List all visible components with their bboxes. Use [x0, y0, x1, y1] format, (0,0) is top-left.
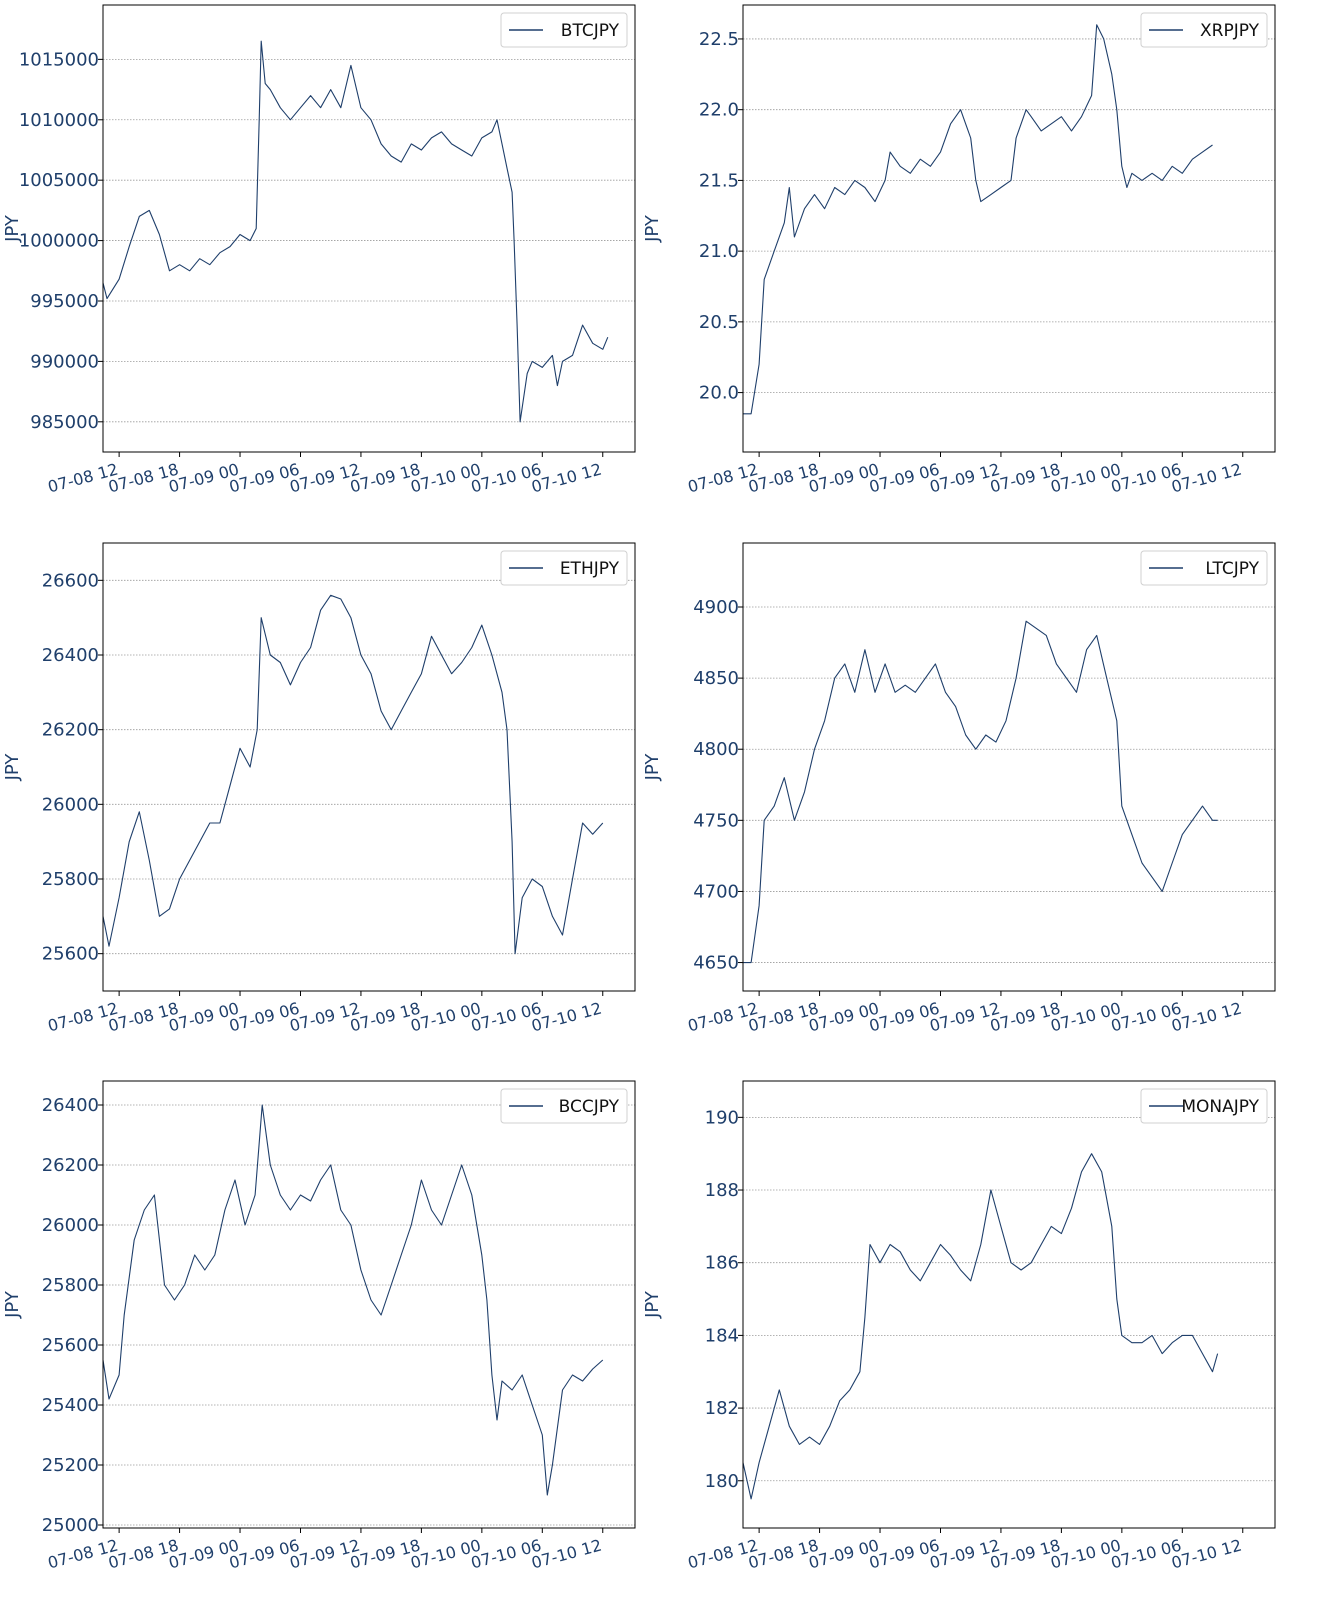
y-axis-label: JPY: [2, 1290, 23, 1319]
legend-box: [1140, 550, 1268, 586]
x-tick-label: 07-10 12: [529, 460, 603, 497]
y-tick-label: 25000: [42, 1515, 99, 1536]
y-tick-label: 4700: [693, 881, 739, 902]
y-axis-label: JPY: [642, 753, 663, 782]
y-tick-label: 22.0: [699, 100, 739, 121]
series-line-bccjpy: [102, 1104, 604, 1496]
x-tick-label: 07-10 12: [529, 999, 603, 1036]
legend-label: MONAJPY: [1181, 1097, 1259, 1117]
y-tick-label: 4800: [693, 739, 739, 760]
series-line-ltcjpy: [743, 620, 1218, 964]
y-tick-label: 25200: [42, 1455, 99, 1476]
y-tick-label: 180: [705, 1471, 739, 1492]
x-tick-label: 07-10 12: [1169, 1536, 1243, 1573]
legend-box: [500, 12, 628, 48]
y-tick-label: 990000: [30, 351, 99, 372]
legend-box: [500, 550, 628, 586]
y-tick-label: 25600: [42, 1335, 99, 1356]
y-tick-label: 25400: [42, 1395, 99, 1416]
y-tick-label: 26200: [42, 1155, 99, 1176]
plot-frame: [742, 542, 1276, 992]
legend-box: [1140, 12, 1268, 48]
legend-box: [500, 1088, 628, 1124]
y-tick-label: 985000: [30, 412, 99, 433]
y-tick-label: 21.5: [699, 170, 739, 191]
y-tick-label: 188: [705, 1180, 739, 1201]
legend-box: [1140, 1088, 1268, 1124]
y-axis-label: JPY: [2, 753, 23, 782]
y-tick-label: 184: [705, 1325, 739, 1346]
y-tick-label: 21.0: [699, 241, 739, 262]
x-tick-label: 07-10 12: [529, 1536, 603, 1573]
y-axis-label: JPY: [2, 214, 23, 243]
y-tick-label: 1000000: [19, 231, 99, 252]
y-tick-label: 22.5: [699, 29, 739, 50]
y-axis-label: JPY: [642, 1290, 663, 1319]
y-tick-label: 4850: [693, 668, 739, 689]
plot-frame: [102, 542, 636, 992]
y-tick-label: 4750: [693, 810, 739, 831]
y-tick-label: 20.0: [699, 383, 739, 404]
y-tick-label: 182: [705, 1398, 739, 1419]
series-line-ethjpy: [102, 594, 604, 955]
series-line-xrpjpy: [743, 24, 1213, 415]
chart-panel-btcjpy: 985000 990000 995000 1000000 1005000 1010000 1…: [2, 4, 636, 497]
y-tick-label: 1010000: [19, 110, 99, 131]
y-tick-label: 26000: [42, 794, 99, 815]
x-tick-label: 07-10 12: [1169, 460, 1243, 497]
y-tick-label: 26600: [42, 570, 99, 591]
y-tick-label: 26200: [42, 720, 99, 741]
y-tick-label: 20.5: [699, 312, 739, 333]
legend-label: ETHJPY: [560, 559, 620, 579]
x-tick-label: 07-10 12: [1169, 999, 1243, 1036]
legend-label: LTCJPY: [1205, 559, 1259, 579]
y-tick-label: 25800: [42, 1275, 99, 1296]
chart-panel-bccjpy: 25000 25200 25400 25600 25800 26000 26200 26400…: [2, 1080, 636, 1573]
y-tick-label: 26000: [42, 1215, 99, 1236]
y-tick-label: 25600: [42, 944, 99, 965]
plot-frame: [102, 1080, 636, 1529]
y-tick-label: 995000: [30, 291, 99, 312]
y-tick-label: 26400: [42, 645, 99, 666]
legend-label: BCCJPY: [559, 1097, 620, 1117]
y-tick-label: 1005000: [19, 170, 99, 191]
y-tick-label: 1015000: [19, 49, 99, 70]
plot-frame: [102, 4, 636, 453]
y-tick-label: 25800: [42, 869, 99, 890]
y-axis-label: JPY: [642, 214, 663, 243]
y-tick-label: 4650: [693, 953, 739, 974]
y-tick-label: 4900: [693, 597, 739, 618]
series-line-monajpy: [742, 1153, 1219, 1500]
series-line-btcjpy: [102, 40, 609, 423]
plot-frame: [742, 4, 1276, 453]
y-tick-label: 26400: [42, 1095, 99, 1116]
legend-label: XRPJPY: [1200, 21, 1260, 41]
plot-frame: [742, 1080, 1276, 1529]
y-tick-label: 186: [705, 1253, 739, 1274]
legend-label: BTCJPY: [561, 21, 620, 41]
y-tick-label: 190: [705, 1107, 739, 1128]
